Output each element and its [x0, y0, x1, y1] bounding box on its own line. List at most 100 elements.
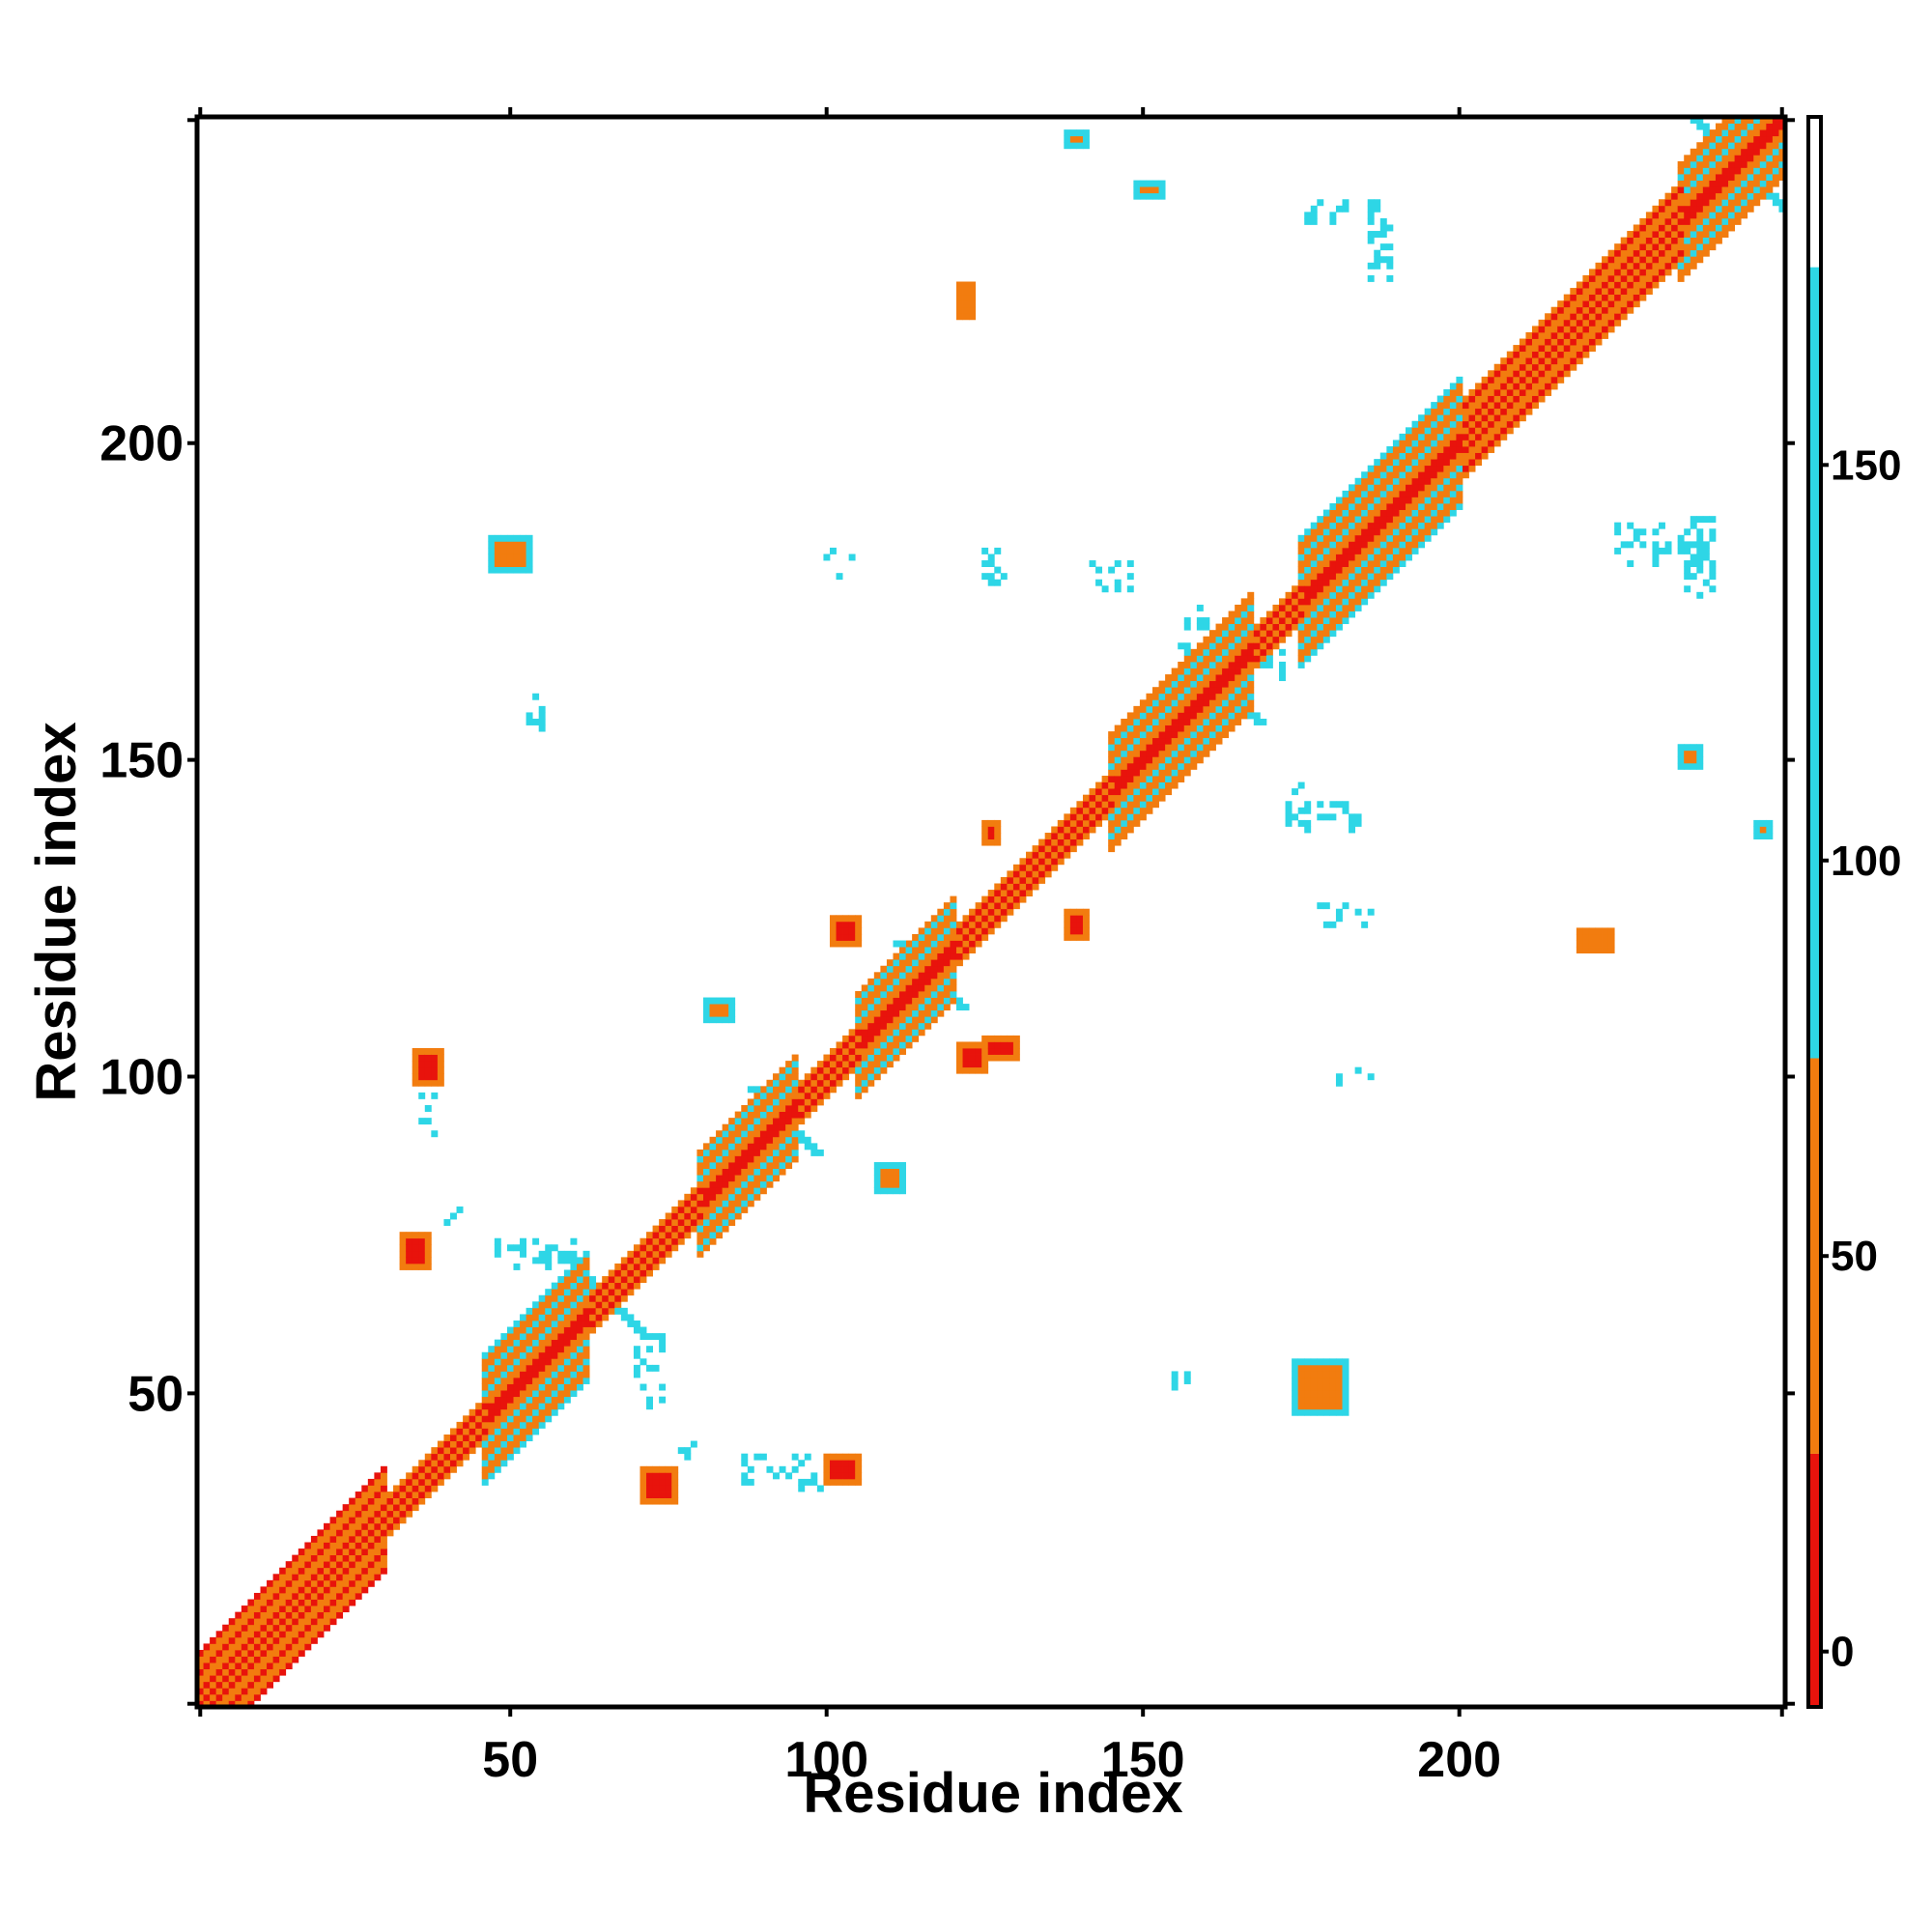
- heatmap-cell: [848, 933, 856, 941]
- heatmap-cell: [367, 1579, 375, 1587]
- heatmap-cell: [488, 1383, 496, 1391]
- heatmap-cell: [1026, 858, 1033, 866]
- heatmap-cell: [1778, 135, 1786, 143]
- heatmap-cell: [595, 1314, 603, 1321]
- heatmap-cell: [602, 1307, 610, 1315]
- heatmap-cell: [1721, 205, 1729, 213]
- heatmap-cell: [1064, 933, 1071, 941]
- heatmap-cell: [545, 1339, 553, 1347]
- heatmap-cell: [215, 1688, 223, 1695]
- heatmap-cell: [1406, 497, 1412, 504]
- heatmap-cell: [418, 1478, 426, 1486]
- heatmap-cell: [994, 826, 1002, 834]
- heatmap-cell: [981, 560, 989, 567]
- heatmap-cell: [1165, 744, 1173, 752]
- heatmap-cell: [1126, 573, 1134, 581]
- heatmap-cell: [494, 1371, 501, 1378]
- heatmap-cell: [1114, 781, 1122, 789]
- heatmap-cell: [1342, 573, 1350, 581]
- heatmap-cell: [393, 1492, 400, 1498]
- heatmap-cell: [1639, 294, 1647, 301]
- heatmap-cell: [1026, 864, 1033, 871]
- heatmap-cell: [1032, 864, 1039, 871]
- heatmap-cell: [912, 959, 920, 967]
- heatmap-cell: [260, 1688, 268, 1695]
- heatmap-cell: [526, 718, 533, 725]
- heatmap-cell: [741, 1130, 749, 1138]
- heatmap-cell: [1317, 630, 1324, 638]
- heatmap-cell: [741, 1453, 749, 1461]
- heatmap-cell: [773, 1155, 780, 1163]
- heatmap-cell: [918, 978, 925, 985]
- heatmap-cell: [1292, 1396, 1299, 1404]
- heatmap-cell: [734, 1200, 742, 1208]
- heatmap-cell: [1101, 781, 1109, 789]
- heatmap-cell: [1627, 231, 1634, 238]
- heatmap-cell: [228, 1688, 236, 1695]
- heatmap-cell: [861, 1035, 868, 1042]
- heatmap-cell: [380, 1529, 387, 1537]
- heatmap-cell: [804, 1086, 811, 1094]
- heatmap-cell: [1481, 440, 1489, 447]
- heatmap-cell: [1335, 1371, 1343, 1378]
- heatmap-cell: [1101, 807, 1109, 814]
- heatmap-cell: [702, 1168, 710, 1176]
- heatmap-cell: [1285, 611, 1293, 618]
- heatmap-cell: [418, 1244, 426, 1252]
- heatmap-cell: [855, 1029, 863, 1037]
- heatmap-cell: [646, 1485, 653, 1492]
- colorbar-tick-label: 50: [1831, 1233, 1878, 1280]
- heatmap-cell: [374, 1548, 382, 1556]
- heatmap-cell: [513, 1378, 521, 1384]
- heatmap-cell: [1728, 135, 1735, 143]
- heatmap-cell: [235, 1675, 242, 1683]
- heatmap-cell: [494, 1364, 501, 1372]
- heatmap-cell: [905, 1004, 913, 1011]
- heatmap-cell: [905, 959, 913, 967]
- heatmap-cell: [570, 1320, 578, 1327]
- heatmap-cell: [728, 1200, 736, 1208]
- heatmap-cell: [1367, 205, 1375, 213]
- heatmap-cell: [1418, 414, 1426, 422]
- heatmap-cell: [418, 1465, 426, 1473]
- heatmap-cell: [1349, 566, 1356, 574]
- heatmap-cell: [241, 1636, 248, 1644]
- heatmap-cell: [836, 1041, 843, 1049]
- heatmap-cell: [665, 1237, 672, 1245]
- heatmap-cell: [1082, 142, 1090, 150]
- heatmap-cell: [1677, 180, 1685, 187]
- heatmap-cell: [848, 1035, 856, 1042]
- heatmap-cell: [272, 1586, 280, 1594]
- heatmap-cell: [1563, 313, 1571, 321]
- heatmap-cell: [1443, 440, 1451, 447]
- heatmap-cell: [449, 1460, 457, 1467]
- heatmap-cell: [1576, 351, 1583, 358]
- heatmap-cell: [747, 1136, 754, 1144]
- heatmap-cell: [1462, 440, 1469, 447]
- heatmap-cell: [494, 1428, 501, 1435]
- heatmap-cell: [1342, 509, 1350, 517]
- heatmap-cell: [1082, 813, 1090, 821]
- heatmap-cell: [880, 1047, 888, 1055]
- heatmap-cell: [324, 1574, 330, 1581]
- heatmap-cell: [1709, 129, 1717, 137]
- heatmap-cell: [1506, 408, 1514, 415]
- heatmap-cell: [779, 1066, 786, 1074]
- heatmap-cell: [836, 1066, 843, 1074]
- heatmap-cell: [1069, 142, 1077, 150]
- heatmap-cell: [253, 1675, 261, 1683]
- heatmap-cell: [285, 1592, 293, 1600]
- heatmap-cell: [374, 1567, 382, 1575]
- heatmap-cell: [759, 1118, 767, 1125]
- heatmap-cell: [1354, 497, 1362, 504]
- heatmap-cell: [1114, 744, 1122, 752]
- y-tick-label: 50: [128, 1366, 184, 1422]
- heatmap-cell: [1208, 655, 1216, 663]
- heatmap-cell: [324, 1579, 330, 1587]
- heatmap-cell: [1222, 661, 1230, 668]
- heatmap-cell: [1361, 566, 1369, 574]
- heatmap-cell: [1481, 402, 1489, 410]
- heatmap-cell: [1247, 699, 1255, 707]
- heatmap-cell: [1602, 313, 1609, 321]
- heatmap-cell: [671, 1485, 679, 1492]
